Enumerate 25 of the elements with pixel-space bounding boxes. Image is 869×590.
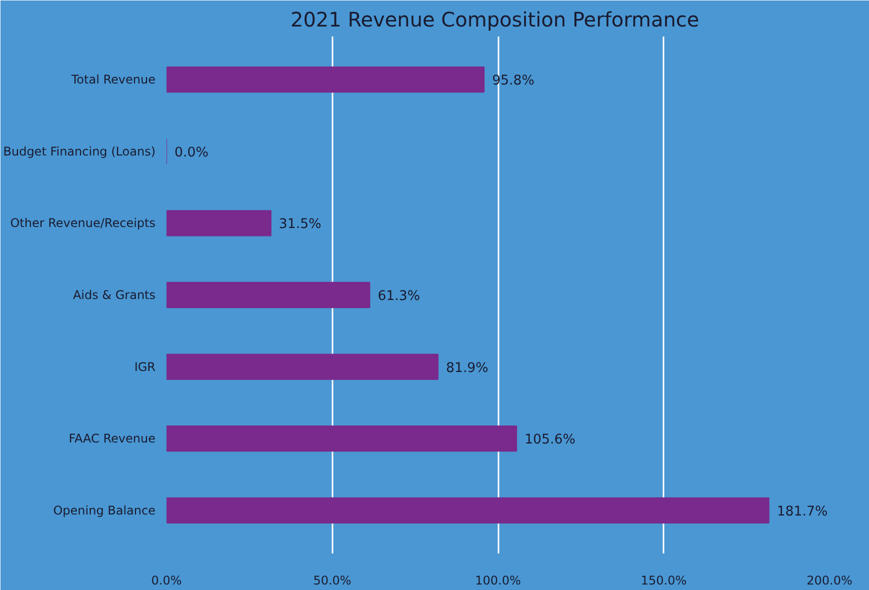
y-tick-label: Opening Balance (53, 503, 156, 518)
data-label: 105.6% (524, 432, 576, 448)
data-label: 81.9% (446, 360, 488, 376)
x-tick-label: 150.0% (640, 574, 687, 588)
y-tick-label: IGR (134, 360, 156, 374)
x-tick-label: 50.0% (313, 574, 352, 588)
y-tick-label: FAAC Revenue (68, 432, 156, 446)
x-tick-label: 200.0% (806, 574, 852, 588)
x-tick-label: 0.0% (151, 574, 182, 588)
bar (166, 497, 770, 524)
y-tick-label: Budget Financing (Loans) (3, 144, 156, 158)
x-tick-label: 100.0% (475, 574, 521, 588)
data-label: 0.0% (174, 145, 208, 160)
y-tick-label: Other Revenue/Receipts (10, 216, 156, 230)
data-label: 61.3% (378, 289, 420, 304)
bar (166, 426, 518, 452)
data-label: 31.5% (278, 217, 322, 232)
chart-title: 2021 Revenue Composition Performance (290, 8, 700, 32)
bar (166, 354, 438, 380)
bar (166, 66, 485, 93)
data-label: 181.7% (776, 504, 828, 520)
y-tick-label: Total Revenue (70, 72, 156, 87)
bar (166, 282, 370, 308)
bar (166, 210, 272, 236)
y-tick-label: Aids & Grants (72, 288, 156, 302)
